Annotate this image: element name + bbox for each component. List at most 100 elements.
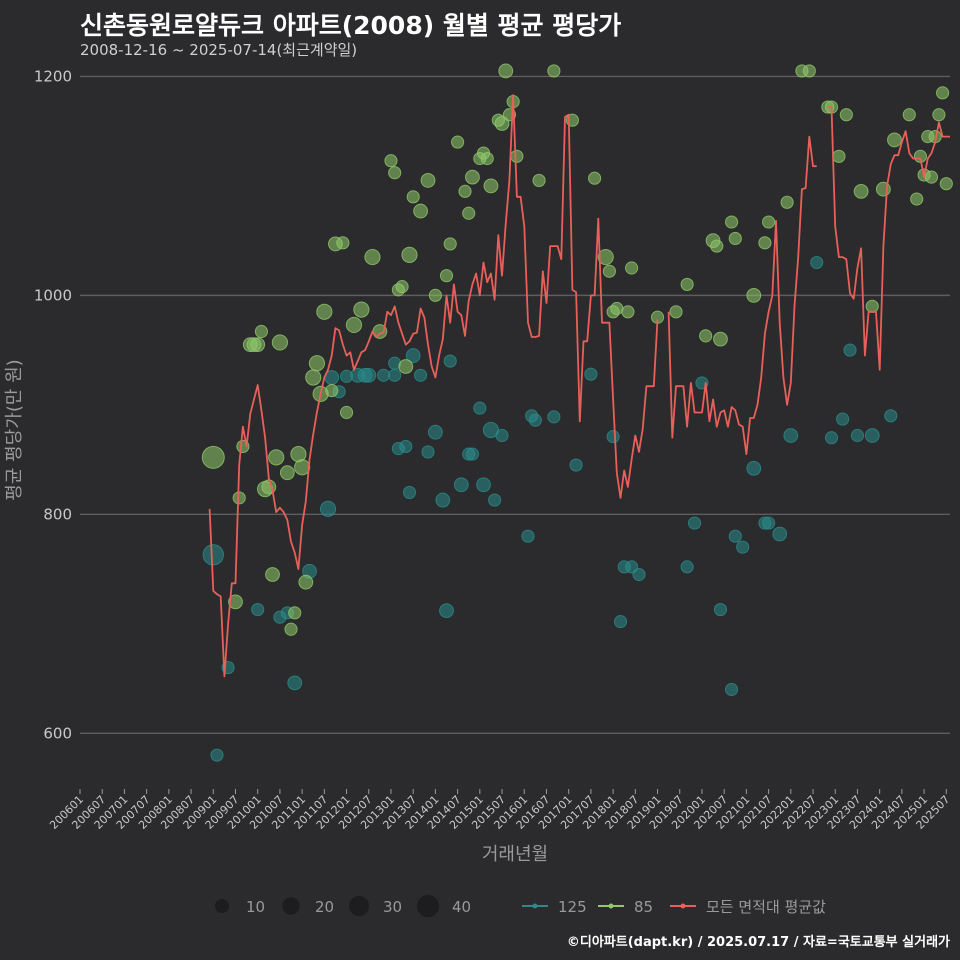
point-125-51 bbox=[724, 682, 739, 697]
point-125-3 bbox=[251, 602, 265, 617]
point-85-42 bbox=[443, 237, 457, 251]
point-125-30 bbox=[465, 447, 480, 461]
legend-size-30-circle bbox=[348, 895, 370, 917]
point-85-84 bbox=[832, 149, 846, 163]
point-85-7 bbox=[254, 324, 268, 339]
point-85-34 bbox=[395, 280, 409, 294]
point-125-64 bbox=[864, 428, 880, 443]
point-125-22 bbox=[414, 368, 428, 382]
point-125-59 bbox=[810, 255, 824, 270]
point-85-41 bbox=[439, 269, 454, 283]
point-125-42 bbox=[606, 430, 620, 444]
point-125-54 bbox=[746, 460, 762, 476]
y-tick-label-600: 600 bbox=[43, 724, 72, 742]
y-axis-label: 평균 평당가(만 원) bbox=[4, 359, 25, 500]
point-125-1 bbox=[210, 748, 224, 762]
legend-label-2: 모든 면적대 평균값 bbox=[706, 898, 826, 916]
chart-title: 신촌동원로얄듀크 아파트(2008) 월별 평균 평당가 bbox=[80, 11, 622, 40]
point-125-36 bbox=[521, 529, 535, 543]
point-85-98 bbox=[936, 86, 950, 100]
point-85-81 bbox=[802, 64, 816, 78]
point-125-53 bbox=[736, 540, 750, 554]
point-85-25 bbox=[336, 236, 350, 250]
point-85-87 bbox=[865, 299, 879, 313]
point-125-15 bbox=[376, 368, 391, 382]
y-tick-label-1200: 1200 bbox=[34, 67, 72, 85]
point-125-48 bbox=[687, 516, 702, 530]
point-125-34 bbox=[488, 493, 502, 507]
point-125-16 bbox=[388, 368, 402, 382]
point-85-97 bbox=[932, 108, 946, 122]
legend-size-10-circle bbox=[214, 898, 230, 914]
point-125-63 bbox=[850, 428, 865, 443]
point-125-39 bbox=[547, 410, 561, 424]
point-85-17 bbox=[294, 459, 311, 476]
point-85-23 bbox=[325, 384, 339, 398]
legend-dot-2 bbox=[680, 903, 686, 909]
point-85-86 bbox=[853, 183, 869, 199]
point-125-50 bbox=[713, 602, 728, 617]
legend: 10 20 30 40 125 85 모든 면적대 평균값 bbox=[214, 894, 826, 918]
legend-size-30-label: 30 bbox=[383, 898, 402, 916]
point-85-53 bbox=[498, 63, 514, 79]
point-125-57 bbox=[772, 526, 788, 542]
point-125-35 bbox=[495, 428, 509, 443]
point-85-95 bbox=[924, 170, 939, 184]
point-85-61 bbox=[597, 248, 614, 266]
point-85-14 bbox=[284, 622, 298, 636]
point-85-11 bbox=[268, 449, 285, 466]
y-tick-label-1000: 1000 bbox=[34, 286, 72, 304]
point-125-32 bbox=[476, 477, 491, 493]
point-85-89 bbox=[887, 132, 902, 148]
point-125-23 bbox=[421, 445, 435, 459]
point-85-37 bbox=[406, 190, 420, 204]
legend-label-0: 125 bbox=[558, 898, 587, 916]
legend-size-40-label: 40 bbox=[452, 898, 471, 916]
point-85-74 bbox=[724, 215, 739, 229]
point-85-79 bbox=[780, 195, 794, 209]
point-85-1 bbox=[228, 594, 243, 610]
point-85-13 bbox=[279, 465, 295, 481]
point-125-6 bbox=[287, 675, 303, 691]
point-85-36 bbox=[401, 246, 418, 263]
point-85-45 bbox=[462, 206, 476, 220]
point-125-28 bbox=[453, 477, 469, 493]
legend-size-40-circle bbox=[416, 894, 440, 918]
point-85-27 bbox=[345, 316, 363, 334]
point-125-60 bbox=[824, 431, 839, 445]
chart-subtitle: 2008-12-16 ~ 2025-07-14(최근계약일) bbox=[80, 41, 358, 59]
point-125-8 bbox=[319, 500, 337, 517]
legend-dot-1 bbox=[608, 903, 614, 909]
point-85-49 bbox=[480, 151, 494, 166]
point-85-38 bbox=[413, 203, 428, 219]
point-125-62 bbox=[843, 343, 857, 357]
point-85-69 bbox=[680, 277, 694, 291]
point-125-52 bbox=[728, 529, 742, 543]
point-125-27 bbox=[443, 354, 457, 368]
avg-line-segment-2 bbox=[827, 106, 950, 371]
point-125-21 bbox=[405, 348, 421, 363]
point-125-24 bbox=[428, 424, 443, 440]
point-85-40 bbox=[428, 288, 442, 302]
avg-line-segment-0 bbox=[208, 94, 659, 678]
legend-dot-0 bbox=[532, 903, 538, 909]
point-85-62 bbox=[602, 264, 616, 278]
point-85-44 bbox=[458, 184, 472, 198]
point-125-26 bbox=[439, 603, 454, 619]
point-125-47 bbox=[680, 560, 694, 574]
point-85-58 bbox=[547, 64, 561, 78]
legend-size-20-circle bbox=[282, 897, 300, 915]
point-125-19 bbox=[399, 439, 413, 454]
point-85-76 bbox=[746, 287, 762, 303]
point-85-78 bbox=[762, 215, 776, 229]
point-85-46 bbox=[465, 169, 480, 185]
point-85-12 bbox=[271, 334, 289, 351]
point-85-77 bbox=[758, 236, 772, 250]
point-85-68 bbox=[669, 305, 683, 319]
point-125-41 bbox=[584, 367, 598, 381]
point-85-32 bbox=[388, 166, 402, 180]
point-85-39 bbox=[420, 173, 436, 188]
point-125-40 bbox=[569, 458, 583, 472]
point-85-66 bbox=[625, 261, 639, 275]
point-85-29 bbox=[364, 248, 381, 266]
